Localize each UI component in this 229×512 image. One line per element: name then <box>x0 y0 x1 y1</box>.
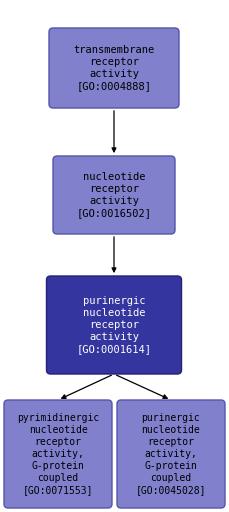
Text: nucleotide
receptor
activity
[GO:0016502]: nucleotide receptor activity [GO:0016502… <box>76 172 152 218</box>
Text: purinergic
nucleotide
receptor
activity,
G-protein
coupled
[GO:0045028]: purinergic nucleotide receptor activity,… <box>136 413 206 495</box>
Text: pyrimidinergic
nucleotide
receptor
activity,
G-protein
coupled
[GO:0071553]: pyrimidinergic nucleotide receptor activ… <box>17 413 99 495</box>
FancyBboxPatch shape <box>53 156 175 234</box>
Text: transmembrane
receptor
activity
[GO:0004888]: transmembrane receptor activity [GO:0004… <box>73 45 155 91</box>
Text: purinergic
nucleotide
receptor
activity
[GO:0001614]: purinergic nucleotide receptor activity … <box>76 296 152 354</box>
FancyBboxPatch shape <box>46 276 182 374</box>
FancyBboxPatch shape <box>4 400 112 508</box>
FancyBboxPatch shape <box>117 400 225 508</box>
FancyBboxPatch shape <box>49 28 179 108</box>
